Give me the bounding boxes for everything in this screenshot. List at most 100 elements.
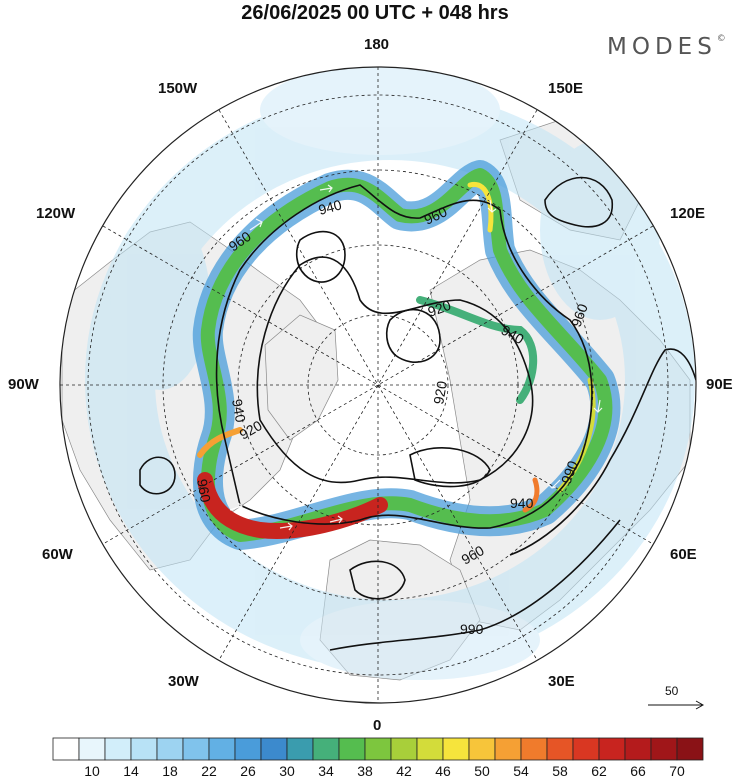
colorbar-box xyxy=(260,737,288,761)
colorbar-tick-label: 38 xyxy=(357,763,373,779)
contour-label: 990 xyxy=(460,621,484,637)
colorbar-box xyxy=(520,737,548,761)
reference-arrow-head xyxy=(695,700,705,710)
colorbar-box xyxy=(468,737,496,761)
vector-reference-value: 50 xyxy=(665,684,679,698)
wind-arrow xyxy=(547,479,561,489)
latitude-circle xyxy=(162,169,594,601)
colorbar-box xyxy=(364,737,392,761)
map-title: 26/06/2025 00 UTC + 048 hrs xyxy=(241,2,509,24)
wind-vectors xyxy=(229,184,603,531)
contour-line xyxy=(215,184,593,529)
label-lon-180: 180 xyxy=(364,36,390,53)
colorbar-box xyxy=(78,737,106,761)
colorbar-box xyxy=(676,737,704,761)
colorbar-box xyxy=(104,737,132,761)
label-lon-120w: 120W xyxy=(36,205,76,222)
colorbar-tick-label: 14 xyxy=(123,763,139,779)
colorbar-tick-label: 22 xyxy=(201,763,217,779)
colorbar-box xyxy=(442,737,470,761)
label-lon-150w: 150W xyxy=(158,80,198,97)
label-lon-30e: 30E xyxy=(548,673,575,690)
map-border xyxy=(59,66,697,704)
contour-labels: 940 960 960 920 940 960 940 920 920 960 … xyxy=(194,196,591,637)
jet-orange-east xyxy=(522,477,540,513)
colorbar-tick-label: 30 xyxy=(279,763,295,779)
colorbar-box xyxy=(208,737,236,761)
wind-arrow xyxy=(329,515,343,524)
colorbar-box xyxy=(494,737,522,761)
colorbar-tick-label: 70 xyxy=(669,763,685,779)
colorbar-box xyxy=(156,737,184,761)
colorbar-box xyxy=(416,737,444,761)
geopotential-contours xyxy=(139,176,696,651)
colorbar-boxes xyxy=(52,737,704,761)
label-lon-0: 0 xyxy=(373,717,382,734)
colorbar-box xyxy=(234,737,262,761)
contour-line xyxy=(256,256,534,484)
contour-label: 960 xyxy=(194,478,214,504)
colorbar-tick-label: 66 xyxy=(630,763,646,779)
label-lon-30w: 30W xyxy=(168,673,199,690)
contour-line xyxy=(349,560,406,600)
label-lon-60w: 60W xyxy=(42,546,73,563)
jet-yellow-north xyxy=(467,182,494,233)
meridian xyxy=(102,225,654,545)
wind-arrow xyxy=(229,502,243,511)
contour-label: 960 xyxy=(568,301,591,329)
colorbar-tick-label: 62 xyxy=(591,763,607,779)
wind-arrow xyxy=(487,199,497,213)
contour-label: 920 xyxy=(430,380,450,406)
contour-label: 940 xyxy=(229,398,249,424)
colorbar-tick-label: 34 xyxy=(318,763,334,779)
wind-arrow xyxy=(279,522,293,531)
jet-core-orange xyxy=(197,427,243,458)
colorbar-box xyxy=(182,737,210,761)
colorbar-box xyxy=(130,737,158,761)
contour-label: 940 xyxy=(317,196,344,218)
brand-mark: © xyxy=(716,34,726,45)
label-lon-90w: 90W xyxy=(8,376,39,393)
colorbar-box xyxy=(338,737,366,761)
colorbar-tick-label: 46 xyxy=(435,763,451,779)
contour-label: 920 xyxy=(426,297,454,320)
colorbar-tick-label: 10 xyxy=(84,763,100,779)
colorbar-box xyxy=(598,737,626,761)
colorbar-ticks: 10 14 18 22 26 30 34 38 42 46 50 54 58 62 66 70 xyxy=(84,763,685,779)
label-lon-150e: 150E xyxy=(548,80,584,97)
contour-line xyxy=(409,447,491,488)
contour-line xyxy=(385,308,441,364)
wind-shading-light xyxy=(85,67,695,680)
jet-inner-green xyxy=(416,296,538,404)
colorbar-box xyxy=(286,737,314,761)
colorbar-tick-label: 54 xyxy=(513,763,529,779)
brand-logo: MODES© xyxy=(607,34,726,60)
colorbar-box xyxy=(650,737,678,761)
colorbar-tick-label: 42 xyxy=(396,763,412,779)
contour-line xyxy=(329,519,621,651)
wind-arrow xyxy=(249,218,263,231)
colorbar-box xyxy=(546,737,574,761)
contour-line xyxy=(544,176,613,228)
colorbar-tick-label: 58 xyxy=(552,763,568,779)
colorbar-tick-label: 50 xyxy=(474,763,490,779)
colorbar-tick-label: 18 xyxy=(162,763,178,779)
wind-arrow xyxy=(593,399,603,413)
meridian xyxy=(218,109,538,661)
colorbar-box xyxy=(624,737,652,761)
label-lon-120e: 120E xyxy=(670,205,706,222)
latitude-circle xyxy=(307,314,449,456)
graticule xyxy=(60,67,696,703)
brand-name: MODES xyxy=(607,34,717,60)
contour-line xyxy=(295,230,346,283)
vector-reference xyxy=(648,700,705,710)
meridian xyxy=(102,225,654,545)
colorbar-box xyxy=(390,737,418,761)
label-lon-60e: 60E xyxy=(670,546,697,563)
meridian xyxy=(218,109,538,661)
wind-arrow xyxy=(319,184,333,193)
colorbar-box xyxy=(312,737,340,761)
contour-label: 940 xyxy=(510,495,534,511)
